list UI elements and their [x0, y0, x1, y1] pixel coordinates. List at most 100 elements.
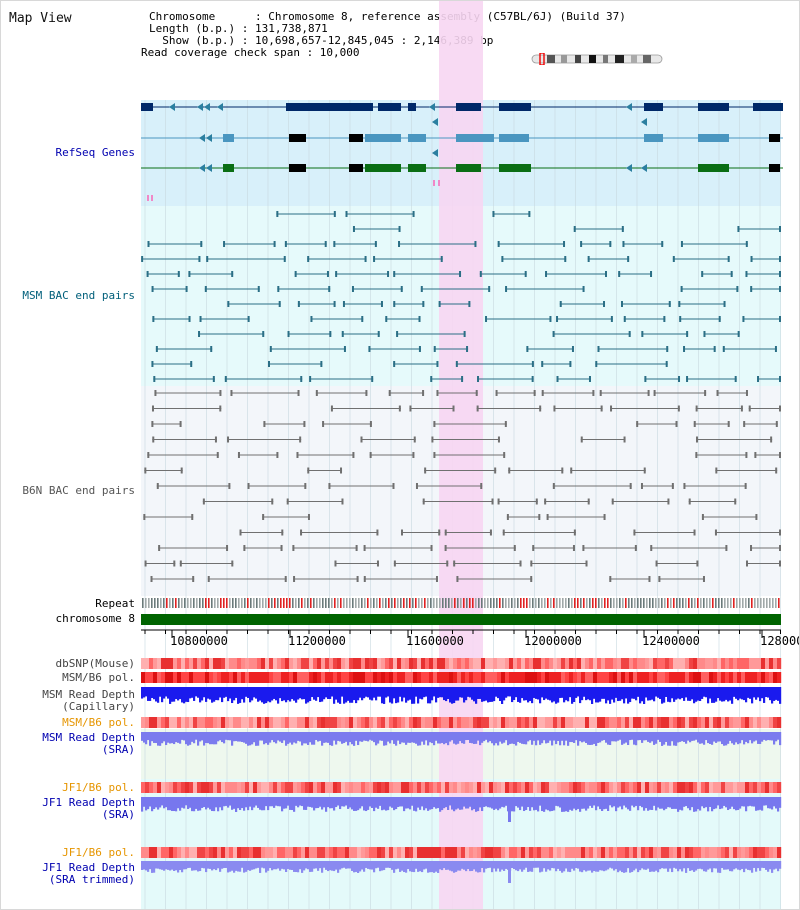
depth-bar [611, 797, 614, 808]
current-region-marker [539, 53, 545, 65]
heat-cell [541, 672, 546, 683]
bac-end-tick [273, 241, 276, 247]
depth-bar [219, 732, 222, 741]
depth-bar [593, 687, 596, 699]
label-jf1-pol-2[interactable]: JF1/B6 pol. [62, 846, 135, 859]
depth-bar [315, 732, 318, 741]
heat-cell [249, 717, 254, 728]
chromosome-ideogram[interactable] [531, 53, 663, 65]
repeat-mark [670, 598, 672, 608]
bac-end-tick [750, 545, 753, 551]
heat-cell [569, 847, 574, 858]
depth-bar [521, 861, 524, 872]
heat-cell [609, 658, 614, 669]
depth-bar [381, 797, 384, 811]
heat-cell [301, 672, 306, 683]
bac-end-tick [191, 514, 194, 520]
depth-bar [379, 797, 382, 806]
heat-cell [165, 717, 170, 728]
depth-bar [595, 732, 598, 746]
depth-bar [615, 861, 618, 870]
depth-bar [633, 797, 636, 808]
depth-bar [267, 687, 270, 702]
msm-bac-pairs[interactable] [141, 211, 781, 382]
label-refseq-genes[interactable]: RefSeq Genes [55, 146, 135, 159]
label-jf1-depth[interactable]: JF1 Read Depth (SRA) [42, 796, 135, 821]
heat-cell [537, 672, 542, 683]
bac-end-tick [179, 421, 182, 427]
label-jf1-depth-trimmed[interactable]: JF1 Read Depth (SRA trimmed) [42, 861, 135, 886]
depth-bar [417, 687, 420, 704]
depth-bar [497, 687, 500, 699]
bac-end-tick [433, 452, 436, 458]
depth-bar [491, 732, 494, 744]
depth-bar [581, 861, 584, 873]
depth-bar [603, 732, 606, 741]
heat-cell [777, 658, 782, 669]
depth-bar [143, 732, 146, 743]
label-msm-pol-capillary[interactable]: MSM/B6 pol. [62, 671, 135, 684]
heat-cell [733, 782, 738, 793]
heat-cell [649, 658, 654, 669]
bac-end-tick [531, 361, 534, 367]
repeat-mark [667, 598, 669, 608]
depth-bar [619, 687, 622, 701]
depth-bar [493, 861, 496, 869]
label-b6n-bac[interactable]: B6N BAC end pairs [22, 484, 135, 497]
repeat-mark [295, 598, 297, 608]
bac-end-tick [647, 390, 650, 396]
bac-end-tick [532, 545, 535, 551]
bac-end-tick [431, 436, 434, 443]
depth-bar [551, 687, 554, 703]
repeat-mark [778, 598, 780, 608]
heat-cell [469, 782, 474, 793]
heat-cell [545, 847, 550, 858]
depth-bar [625, 732, 628, 743]
b6n-bac-pairs[interactable] [143, 390, 781, 582]
refseq-genes[interactable] [141, 103, 783, 201]
chromosome-info: Chromosome : Chromosome 8, reference ass… [141, 11, 626, 59]
label-msm-bac[interactable]: MSM BAC end pairs [22, 289, 135, 302]
heat-cell [621, 847, 626, 858]
depth-bar [685, 797, 688, 807]
depth-bar [297, 797, 300, 808]
heat-cell [145, 782, 150, 793]
depth-bar [439, 861, 442, 870]
depth-bar [431, 732, 434, 744]
depth-bar [399, 861, 402, 872]
heat-cell [605, 847, 610, 858]
repeat-mark [628, 598, 630, 608]
repeat-mark [706, 598, 708, 608]
bac-end-tick [342, 301, 345, 307]
gene-exon [456, 103, 481, 111]
heat-cell [677, 847, 682, 858]
depth-bar [609, 732, 612, 745]
label-msm-depth-sra[interactable]: MSM Read Depth (SRA) [42, 731, 135, 756]
depth-bar [649, 687, 652, 701]
label-jf1-pol[interactable]: JF1/B6 pol. [62, 781, 135, 794]
repeat-mark [160, 598, 162, 608]
depth-bar [515, 687, 518, 698]
label-msm-depth-capillary[interactable]: MSM Read Depth (Capillary) [42, 688, 135, 713]
label-dbsnp[interactable]: dbSNP(Mouse) [55, 657, 135, 670]
depth-bar [597, 687, 600, 703]
depth-bar [289, 687, 292, 702]
heat-cell [749, 672, 754, 683]
bac-end-tick [582, 286, 585, 292]
heat-cell [625, 658, 630, 669]
depth-bar [459, 687, 462, 698]
heat-cell [661, 782, 666, 793]
depth-bar [325, 687, 328, 698]
depth-bar [369, 732, 372, 740]
label-msm-pol-sra[interactable]: MSM/B6 pol. [62, 716, 135, 729]
heat-cell [445, 672, 450, 683]
heat-cell [357, 782, 362, 793]
depth-bar [459, 861, 462, 871]
depth-bar [381, 732, 384, 741]
heat-cell [265, 672, 270, 683]
heat-cell [517, 717, 522, 728]
heat-cell [265, 782, 270, 793]
repeat-mark [265, 598, 267, 608]
bac-end-tick [552, 331, 555, 337]
